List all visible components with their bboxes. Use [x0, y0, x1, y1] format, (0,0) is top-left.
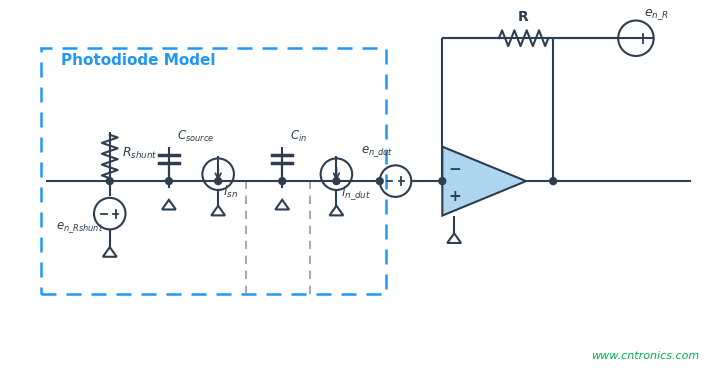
Text: $i_{sn}$: $i_{sn}$	[223, 184, 238, 200]
Circle shape	[279, 177, 285, 185]
Text: $C_{in}$: $C_{in}$	[290, 129, 307, 144]
Text: $e_{n\_Rshunt}$: $e_{n\_Rshunt}$	[56, 220, 103, 235]
Text: $C_{source}$: $C_{source}$	[176, 129, 214, 144]
Text: $i_{n\_dut}$: $i_{n\_dut}$	[341, 184, 372, 202]
Text: www.cntronics.com: www.cntronics.com	[591, 352, 699, 361]
Circle shape	[215, 177, 221, 185]
Circle shape	[439, 177, 446, 185]
Circle shape	[106, 177, 113, 185]
Text: −: −	[448, 162, 461, 177]
Circle shape	[376, 177, 383, 185]
Text: +: +	[448, 190, 461, 205]
Circle shape	[550, 177, 557, 185]
Text: R: R	[518, 11, 529, 24]
Circle shape	[166, 177, 172, 185]
Text: Photodiode Model: Photodiode Model	[60, 53, 215, 68]
Text: $e_{n\_dut}$: $e_{n\_dut}$	[361, 145, 393, 159]
Polygon shape	[442, 147, 526, 215]
Text: $e_{n\_R}$: $e_{n\_R}$	[644, 8, 669, 23]
Text: $R_{shunt}$: $R_{shunt}$	[121, 146, 158, 161]
Circle shape	[333, 177, 340, 185]
